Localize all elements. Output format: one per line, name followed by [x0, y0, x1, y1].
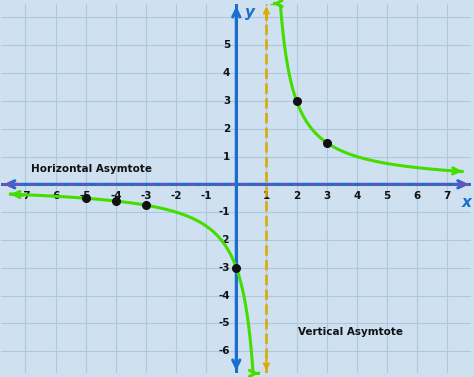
Text: -1: -1 — [201, 191, 212, 201]
Text: 2: 2 — [293, 191, 300, 201]
Text: 5: 5 — [223, 40, 230, 50]
Text: -5: -5 — [80, 191, 91, 201]
Text: 4: 4 — [223, 68, 230, 78]
Text: -4: -4 — [219, 291, 230, 300]
Text: -7: -7 — [19, 191, 31, 201]
Text: -1: -1 — [219, 207, 230, 217]
Text: 1: 1 — [223, 152, 230, 161]
Text: Horizontal Asymtote: Horizontal Asymtote — [31, 164, 152, 174]
Text: -2: -2 — [170, 191, 182, 201]
Text: 6: 6 — [413, 191, 420, 201]
Text: -4: -4 — [110, 191, 122, 201]
Text: 7: 7 — [443, 191, 451, 201]
Text: 2: 2 — [223, 124, 230, 134]
Text: 1: 1 — [263, 191, 270, 201]
Text: x: x — [462, 195, 472, 210]
Text: -2: -2 — [219, 235, 230, 245]
Text: -6: -6 — [50, 191, 61, 201]
Text: Vertical Asymtote: Vertical Asymtote — [298, 327, 403, 337]
Text: -3: -3 — [219, 263, 230, 273]
Text: 3: 3 — [323, 191, 330, 201]
Text: -3: -3 — [140, 191, 152, 201]
Text: 4: 4 — [353, 191, 360, 201]
Text: y: y — [246, 5, 255, 20]
Text: -6: -6 — [219, 346, 230, 356]
Text: 5: 5 — [383, 191, 391, 201]
Text: 3: 3 — [223, 96, 230, 106]
Text: -5: -5 — [219, 318, 230, 328]
